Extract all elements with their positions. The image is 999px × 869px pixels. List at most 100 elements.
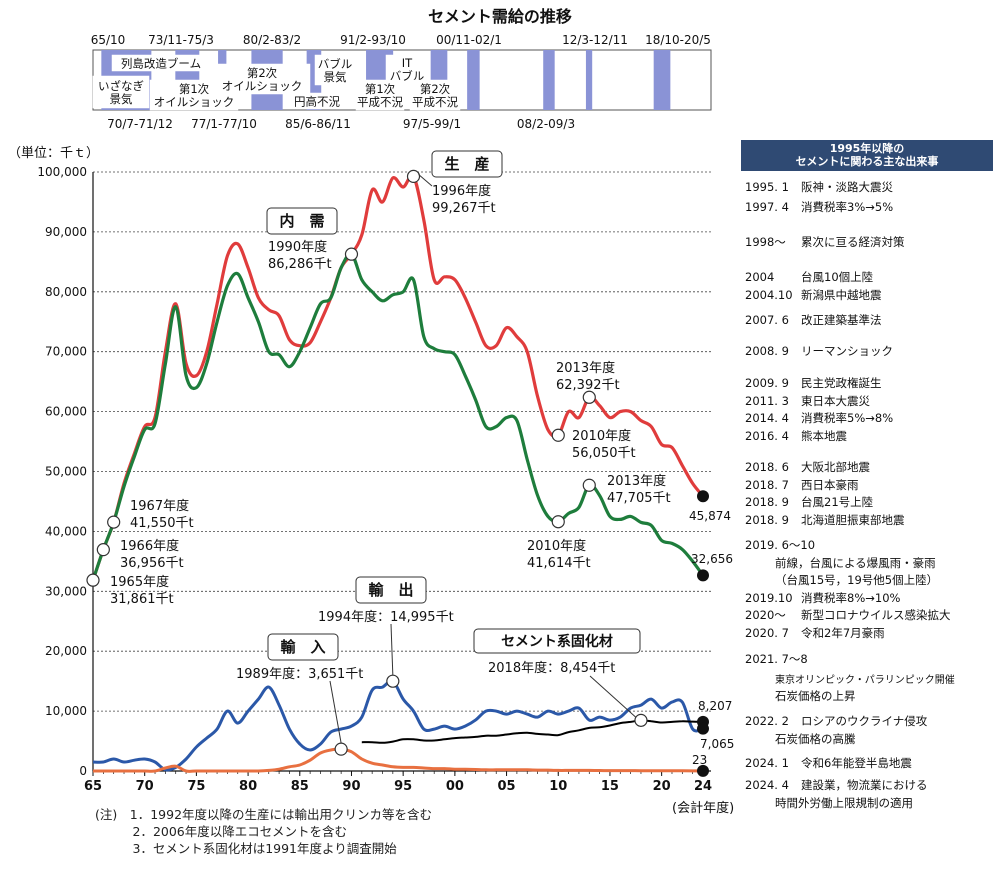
event-text: 時間外労働上限規制の適用 bbox=[775, 796, 913, 810]
end-point-marker bbox=[697, 569, 709, 582]
timeline-box-text: オイルショック bbox=[154, 95, 235, 109]
recession-band bbox=[653, 50, 671, 110]
annotation-year: 1965年度 bbox=[110, 574, 169, 590]
x-tick-label: 70 bbox=[136, 779, 154, 794]
event-item: 2022. 2 ロシアのウクライナ侵攻 bbox=[745, 714, 927, 729]
event-item: 2018. 6 大阪北部地震 bbox=[745, 460, 870, 475]
events-header: 1995年以降の セメントに関わる主な出来事 bbox=[741, 140, 993, 171]
timeline-top-label: 80/2-83/2 bbox=[243, 33, 301, 47]
event-text: リーマンショック bbox=[801, 344, 893, 358]
event-text: 令和6年能登半島地震 bbox=[801, 756, 912, 770]
event-item: 2004.10 新潟県中越地震 bbox=[745, 288, 882, 303]
event-item: 東京オリンピック・パラリンピック開催 bbox=[745, 672, 955, 688]
y-tick-label: 50,000 bbox=[45, 465, 87, 479]
events-header-line2: セメントに関わる主な出来事 bbox=[795, 155, 939, 168]
y-tick-label: 30,000 bbox=[45, 584, 87, 598]
highlight-point-marker bbox=[582, 478, 596, 492]
highlight-point-marker bbox=[344, 247, 359, 261]
economic-timeline: 65/10 73/11-75/3 80/2-83/2 91/2-93/10 00/11-… bbox=[91, 33, 712, 131]
highlight-point-marker bbox=[107, 515, 121, 529]
timeline-label-box bbox=[213, 63, 311, 95]
event-item: 2020～ 新型コロナウイルス感染拡大 bbox=[745, 608, 951, 623]
event-item: 2018. 9 北海道胆振東部地震 bbox=[745, 513, 905, 528]
event-item: 石炭価格の上昇 bbox=[745, 689, 856, 704]
x-tick-label: 10 bbox=[549, 779, 567, 794]
timeline-label-box bbox=[289, 92, 345, 110]
event-item: 前線，台風による爆風雨・豪雨 bbox=[745, 556, 936, 571]
export-line bbox=[92, 679, 704, 772]
legend-production-label: 生 産 bbox=[444, 155, 489, 173]
annotation-value: 31,861千t bbox=[110, 592, 174, 607]
legend-box-production: 生 産 bbox=[431, 150, 503, 178]
x-tick-label: 75 bbox=[187, 779, 205, 794]
timeline-box-text: 第2次 bbox=[420, 82, 451, 96]
timeline-box-text: 第1次 bbox=[179, 82, 210, 96]
event-date: 2024. 4 bbox=[745, 778, 789, 792]
annotation-year: 2013年度 bbox=[556, 360, 615, 376]
footnote-2: 2．2006年度以降エコセメントを含む bbox=[95, 824, 348, 839]
timeline-box-text: 平成不況 bbox=[357, 95, 403, 109]
highlight-point-marker bbox=[582, 390, 596, 404]
legend-box-import: 輸 入 bbox=[267, 633, 339, 661]
event-date: 2009. 9 bbox=[745, 376, 789, 390]
y-tick-label: 70,000 bbox=[45, 345, 87, 359]
event-item: 時間外労働上限規制の適用 bbox=[745, 796, 913, 811]
annotation-year: 2010年度 bbox=[572, 428, 631, 444]
annotation-import-peak: 1989年度：3,651千t bbox=[236, 666, 363, 682]
highlight-point-marker bbox=[551, 515, 565, 529]
legend-demand-label: 内 需 bbox=[279, 212, 324, 230]
timeline-label-box bbox=[92, 75, 150, 109]
event-item: 2021. 7～8 bbox=[745, 652, 808, 667]
timeline-top-label: 91/2-93/10 bbox=[340, 33, 406, 47]
x-tick-label: 80 bbox=[239, 779, 257, 794]
y-tick-label: 100,000 bbox=[37, 165, 87, 179]
recession-band bbox=[543, 50, 555, 110]
event-text: 熊本地震 bbox=[801, 429, 847, 443]
timeline-label-box bbox=[355, 79, 405, 111]
y-tick-label: 90,000 bbox=[45, 225, 87, 239]
timeline-bottom-label: 85/6-86/11 bbox=[285, 117, 351, 131]
timeline-label-box bbox=[385, 54, 429, 84]
x-tick-label: 95 bbox=[394, 779, 412, 794]
event-item: 2018. 7 西日本豪雨 bbox=[745, 478, 859, 493]
timeline-box-text: 平成不況 bbox=[412, 95, 458, 109]
timeline-label-box bbox=[111, 54, 211, 72]
event-date: 2014. 4 bbox=[745, 411, 789, 425]
event-date: 2019. 6～10 bbox=[745, 538, 816, 552]
event-text: 北海道胆振東部地震 bbox=[801, 513, 905, 527]
annotation-value: 62,392千t bbox=[556, 378, 620, 393]
highlight-point-marker bbox=[96, 543, 110, 557]
end-label-import: 23 bbox=[692, 753, 707, 767]
event-text: 東日本大震災 bbox=[801, 394, 870, 408]
event-text: 大阪北部地震 bbox=[801, 460, 870, 474]
highlight-point-marker bbox=[551, 428, 565, 442]
event-text: 累次に亘る経済対策 bbox=[801, 235, 905, 249]
event-text: 石炭価格の上昇 bbox=[775, 689, 856, 703]
event-text: 台風21号上陸 bbox=[801, 495, 874, 509]
event-item: 2008. 9 リーマンショック bbox=[745, 344, 893, 359]
annotation-value: 47,705千t bbox=[607, 491, 671, 506]
timeline-box-text: 景気 bbox=[110, 92, 133, 106]
timeline-box-text: 景気 bbox=[324, 70, 347, 84]
events-header-line1: 1995年以降の bbox=[829, 142, 905, 155]
event-item: 2019.10 消費税率8%→10% bbox=[745, 591, 900, 606]
timeline-box-text: 第1次 bbox=[365, 82, 396, 96]
event-date: 2020. 7 bbox=[745, 626, 789, 640]
event-date: 2016. 4 bbox=[745, 429, 789, 443]
event-date: 2008. 9 bbox=[745, 344, 789, 358]
timeline-box-text: バブル bbox=[390, 69, 425, 83]
timeline-box-text: いざなぎ bbox=[98, 79, 144, 93]
event-text: 新潟県中越地震 bbox=[801, 288, 882, 302]
footnotes: (注) 1．1992年度以降の生産には輸出用クリンカ等を含む 2．2006年度以… bbox=[95, 806, 432, 857]
event-date: 2018. 6 bbox=[745, 460, 789, 474]
import-line bbox=[92, 747, 703, 773]
event-item: 1997. 4 消費税率3%→5% bbox=[745, 200, 893, 215]
event-item: 2014. 4 消費税率5%→8% bbox=[745, 411, 893, 426]
event-date: 1995. 1 bbox=[745, 180, 789, 194]
end-label-solidifier: 8,207 bbox=[698, 699, 732, 713]
end-point-marker bbox=[697, 722, 709, 735]
event-date: 2007. 6 bbox=[745, 313, 789, 327]
event-text: 消費税率3%→5% bbox=[801, 200, 894, 214]
timeline-bottom-label: 77/1-77/10 bbox=[191, 117, 257, 131]
